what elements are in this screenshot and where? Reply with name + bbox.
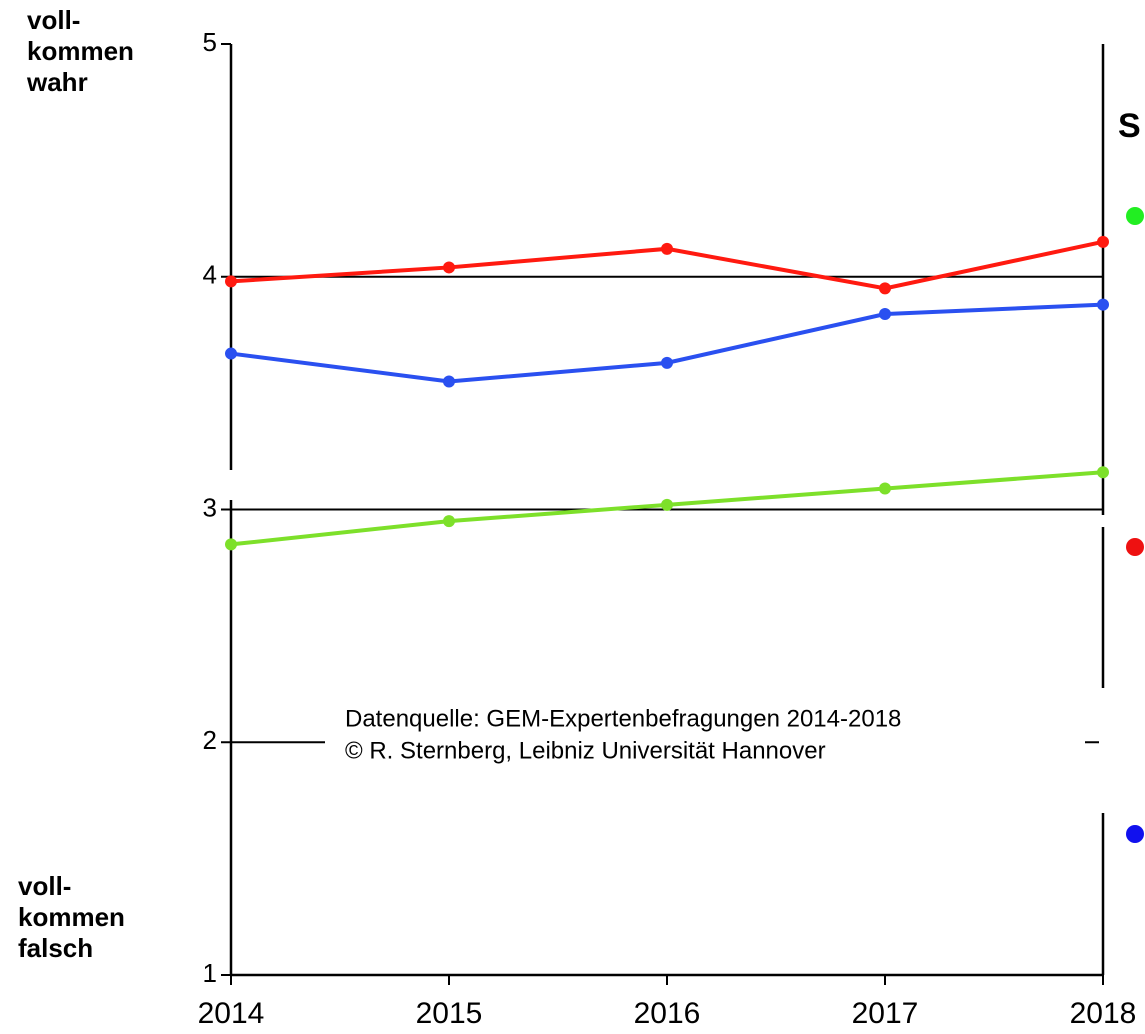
point (661, 356, 673, 369)
legend-title: S (1118, 107, 1141, 145)
point (225, 347, 237, 360)
point (661, 242, 673, 255)
point (879, 482, 891, 495)
point (225, 275, 237, 288)
gap (1099, 515, 1107, 527)
gap (228, 470, 234, 500)
point (1097, 466, 1109, 479)
annotation-bg (325, 700, 1085, 780)
y-label-top: wahr (26, 67, 88, 97)
legend-marker (1126, 538, 1144, 556)
x-tick-label: 2016 (634, 997, 701, 1030)
y-label-top: kommen (27, 36, 134, 66)
y-label-bottom: kommen (18, 902, 125, 932)
y-label-bottom: voll- (18, 871, 71, 901)
legend-marker (1126, 207, 1144, 225)
annotation: © R. Sternberg, Leibniz Universität Hann… (345, 737, 826, 764)
y-tick-label: 3 (203, 492, 217, 522)
point (879, 282, 891, 295)
legend-marker (1126, 825, 1144, 843)
point (1097, 235, 1109, 248)
y-tick-label: 2 (203, 725, 217, 755)
x-tick-label: 2018 (1070, 997, 1137, 1030)
point (1097, 298, 1109, 311)
y-tick-label: 5 (203, 27, 217, 57)
point (225, 538, 237, 551)
x-tick-label: 2015 (416, 997, 483, 1030)
annotation: Datenquelle: GEM-Expertenbefragungen 201… (345, 705, 901, 732)
x-tick-label: 2017 (852, 997, 919, 1030)
y-label-bottom: falsch (18, 933, 93, 963)
y-label-top: voll- (27, 5, 80, 35)
gap (1099, 688, 1107, 813)
point (443, 261, 455, 274)
x-tick-label: 2014 (198, 997, 265, 1030)
point (661, 498, 673, 511)
series-line (230, 302, 1104, 384)
y-tick-label: 1 (203, 958, 217, 988)
y-tick-label: 4 (203, 260, 217, 290)
point (879, 307, 891, 320)
point (443, 515, 455, 528)
point (443, 375, 455, 388)
